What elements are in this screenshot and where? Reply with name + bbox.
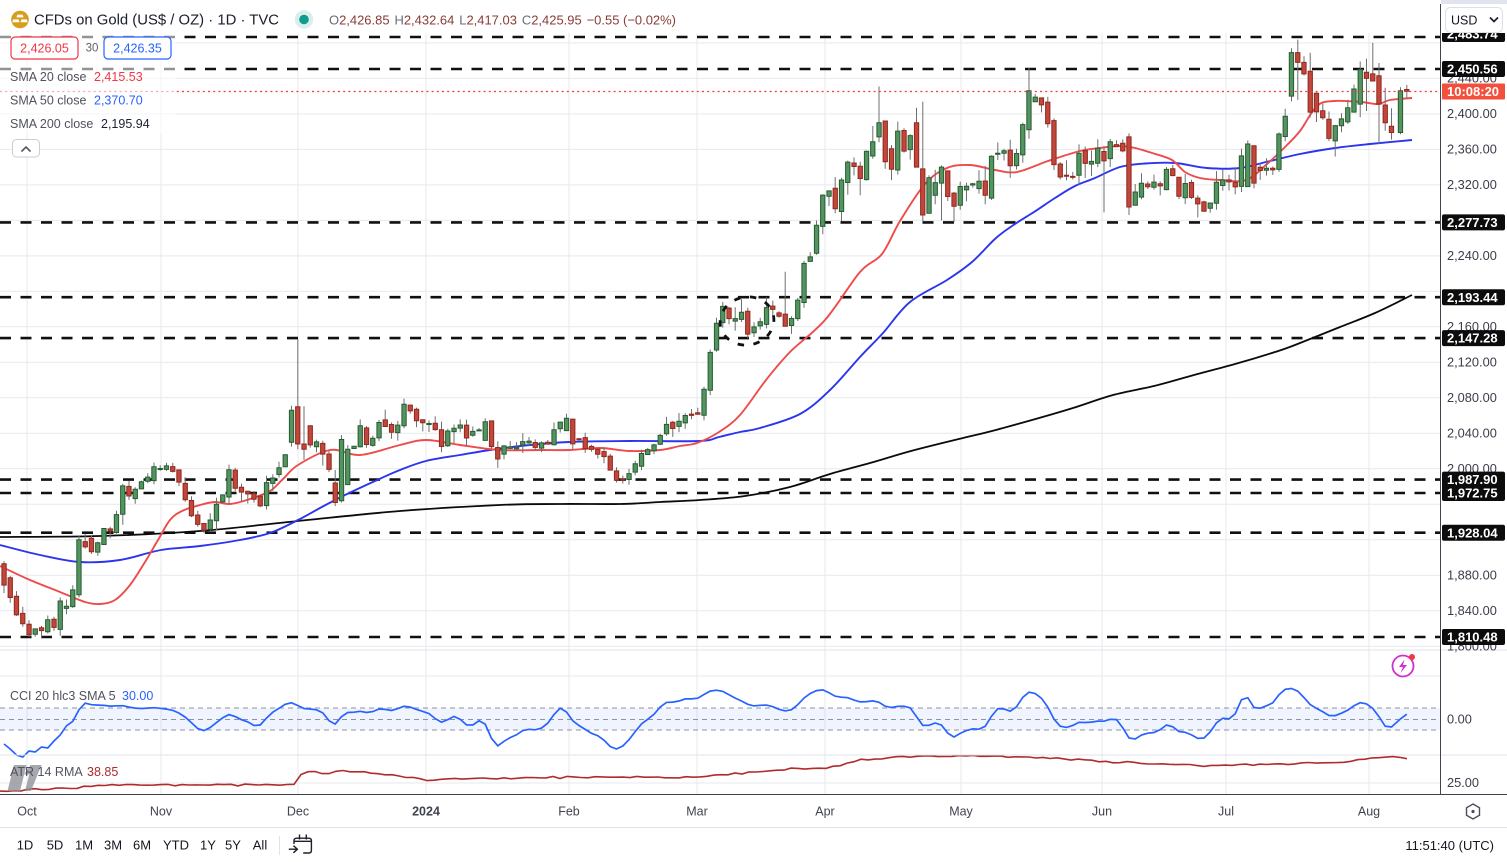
svg-text:Feb: Feb	[558, 805, 580, 819]
svg-text:5Y: 5Y	[225, 838, 241, 853]
svg-text:SMA 200 close: SMA 200 close	[10, 117, 93, 131]
svg-text:May: May	[949, 805, 973, 819]
svg-text:Oct: Oct	[17, 805, 37, 819]
svg-text:Nov: Nov	[150, 805, 173, 819]
svg-text:2,360.00: 2,360.00	[1447, 142, 1497, 157]
svg-text:2,195.94: 2,195.94	[101, 117, 150, 131]
svg-text:USD: USD	[1451, 14, 1477, 28]
svg-text:CCI 20 hlc3 SMA 5: CCI 20 hlc3 SMA 5	[10, 689, 116, 703]
svg-text:2,370.70: 2,370.70	[94, 94, 143, 108]
svg-text:2,080.00: 2,080.00	[1447, 390, 1497, 405]
svg-text:0.00: 0.00	[1447, 712, 1472, 727]
svg-text:30: 30	[86, 43, 99, 55]
svg-text:2,415.53: 2,415.53	[94, 70, 143, 84]
svg-text:2,426.35: 2,426.35	[113, 42, 162, 56]
svg-text:2,426.05: 2,426.05	[20, 42, 69, 56]
svg-text:1,972.75: 1,972.75	[1447, 486, 1498, 501]
svg-text:1,840.00: 1,840.00	[1447, 603, 1497, 618]
svg-text:3M: 3M	[104, 838, 122, 853]
svg-text:25.00: 25.00	[1447, 775, 1479, 790]
svg-text:1,880.00: 1,880.00	[1447, 568, 1497, 583]
svg-text:11:51:40 (UTC): 11:51:40 (UTC)	[1405, 838, 1494, 853]
svg-text:1Y: 1Y	[200, 838, 216, 853]
svg-text:Apr: Apr	[815, 805, 834, 819]
svg-text:2,277.73: 2,277.73	[1447, 215, 1498, 230]
svg-text:Mar: Mar	[686, 805, 708, 819]
svg-text:1,928.04: 1,928.04	[1447, 525, 1498, 540]
svg-text:Jun: Jun	[1092, 805, 1112, 819]
svg-text:2,450.56: 2,450.56	[1447, 62, 1498, 77]
svg-text:ATR 14 RMA: ATR 14 RMA	[10, 765, 83, 779]
svg-text:6M: 6M	[133, 838, 151, 853]
svg-text:1D: 1D	[17, 838, 34, 853]
svg-text:10:08:20: 10:08:20	[1447, 84, 1499, 99]
svg-text:30.00: 30.00	[122, 689, 153, 703]
svg-text:CFDs on Gold (US$ / OZ) · 1D ·: CFDs on Gold (US$ / OZ) · 1D · TVC	[34, 13, 279, 29]
svg-text:2,320.00: 2,320.00	[1447, 177, 1497, 192]
svg-text:SMA 50 close: SMA 50 close	[10, 94, 86, 108]
svg-text:Jul: Jul	[1218, 805, 1234, 819]
svg-text:2,193.44: 2,193.44	[1447, 290, 1498, 305]
svg-text:SMA 20 close: SMA 20 close	[10, 70, 86, 84]
svg-text:Aug: Aug	[1358, 805, 1380, 819]
svg-text:YTD: YTD	[163, 838, 189, 853]
svg-text:1,810.48: 1,810.48	[1447, 630, 1498, 645]
svg-text:2,147.28: 2,147.28	[1447, 331, 1498, 346]
svg-text:1,987.90: 1,987.90	[1447, 472, 1498, 487]
svg-text:1M: 1M	[75, 838, 93, 853]
svg-text:All: All	[253, 838, 268, 853]
svg-text:38.85: 38.85	[87, 765, 118, 779]
svg-text:5D: 5D	[47, 838, 64, 853]
svg-text:2,240.00: 2,240.00	[1447, 248, 1497, 263]
svg-text:2,040.00: 2,040.00	[1447, 426, 1497, 441]
svg-text:2,400.00: 2,400.00	[1447, 106, 1497, 121]
svg-text:2024: 2024	[412, 805, 440, 819]
svg-text:Dec: Dec	[287, 805, 309, 819]
svg-text:2,120.00: 2,120.00	[1447, 355, 1497, 370]
